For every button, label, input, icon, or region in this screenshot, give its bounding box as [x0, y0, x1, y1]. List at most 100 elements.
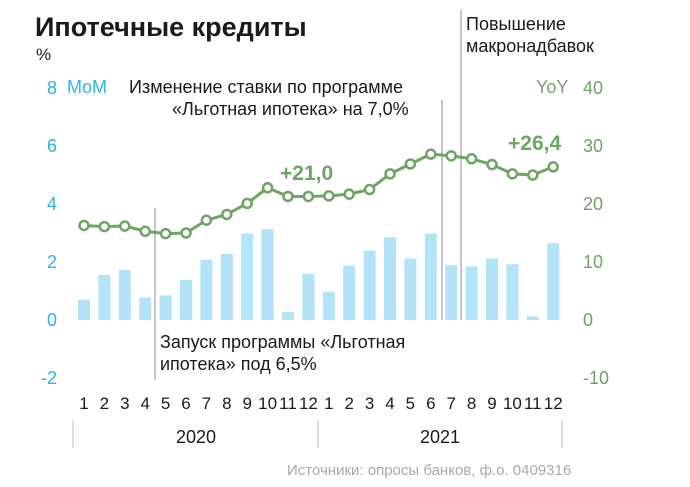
mom-bar	[261, 228, 274, 320]
left-tick-label: 0	[47, 310, 57, 330]
month-tick-label: 7	[202, 394, 211, 413]
mom-bar	[547, 243, 560, 320]
right-tick-label: 40	[583, 78, 603, 98]
month-tick-label: 12	[544, 394, 563, 413]
yoy-line	[78, 148, 559, 240]
month-tick-label: 9	[242, 394, 251, 413]
month-tick-label: 5	[161, 394, 170, 413]
mom-bar	[302, 273, 315, 320]
yoy-point	[527, 169, 539, 181]
mom-bar	[98, 275, 111, 320]
mom-bar	[78, 299, 90, 320]
month-tick-label: 10	[258, 394, 277, 413]
yoy-point	[384, 168, 396, 180]
yoy-point	[404, 158, 417, 170]
month-tick-label: 3	[120, 394, 129, 413]
right-tick-label: 10	[583, 252, 603, 272]
source-note: Источники: опросы банков, ф.о. 0409316	[287, 462, 571, 479]
mom-bar	[445, 264, 458, 320]
month-tick-label: 5	[406, 394, 415, 413]
yoy-point	[180, 227, 192, 239]
month-tick-labels: 1 2 3 4 5 6 7 8 9 10 11 12 1 2 3 4 5 6 7 8 9 10 11 12	[79, 394, 562, 413]
annotation-buffer-line1: Повышение	[466, 14, 566, 34]
mom-bar	[363, 250, 376, 320]
yoy-point	[200, 214, 213, 226]
annotation-launch-line1: Запуск программы «Льготная	[160, 332, 405, 352]
left-axis-ticks: 8 6 4 2 0 -2	[41, 78, 57, 388]
yoy-point	[98, 220, 111, 233]
month-tick-label: 6	[181, 394, 190, 413]
yoy-point	[139, 225, 151, 238]
year-label-2021: 2021	[420, 427, 460, 447]
yoy-point	[241, 197, 253, 210]
yoy-point	[221, 208, 233, 221]
month-tick-label: 4	[385, 394, 394, 413]
yoy-point	[282, 190, 294, 203]
yoy-point	[159, 227, 172, 240]
unit-label: %	[36, 45, 51, 64]
yoy-point	[445, 150, 457, 162]
yoy-point	[547, 161, 559, 173]
month-tick-label: 1	[324, 394, 333, 413]
yoy-point	[363, 183, 376, 196]
mom-bar	[506, 264, 519, 320]
right-tick-label: 20	[583, 194, 603, 214]
month-tick-label: 12	[299, 394, 318, 413]
mom-bar	[486, 258, 498, 320]
yoy-point	[465, 153, 478, 165]
yoy-point	[119, 220, 131, 232]
mom-axis-label: MoM	[67, 77, 107, 97]
mom-bar	[322, 291, 335, 320]
left-tick-label: 6	[47, 136, 57, 156]
month-tick-label: 11	[279, 394, 297, 413]
annotation-rate-change-line2: «Льготная ипотека» на 7,0%	[172, 99, 409, 119]
mom-bar	[424, 233, 437, 320]
mom-bar	[241, 233, 254, 320]
data-label-26-4: +26,4	[508, 132, 561, 155]
mom-bar	[404, 258, 417, 320]
month-tick-label: 11	[524, 394, 542, 413]
yoy-axis-label: YoY	[536, 77, 568, 97]
month-tick-label: 8	[222, 394, 231, 413]
right-tick-label: 0	[583, 310, 593, 330]
year-label-2020: 2020	[176, 427, 216, 447]
mom-bar	[118, 270, 131, 320]
yoy-point	[425, 148, 437, 160]
right-tick-label: -10	[583, 368, 609, 388]
month-tick-label: 4	[140, 394, 149, 413]
month-tick-label: 2	[344, 394, 353, 413]
yoy-point	[261, 182, 274, 194]
mom-bar	[159, 295, 172, 320]
month-tick-label: 10	[503, 394, 522, 413]
month-tick-label: 9	[487, 394, 496, 413]
yoy-point	[486, 158, 498, 171]
data-label-21: +21,0	[280, 162, 333, 185]
month-tick-label: 2	[100, 394, 109, 413]
yoy-point	[506, 168, 519, 180]
left-tick-label: -2	[41, 368, 57, 388]
mom-bar	[526, 316, 539, 320]
yoy-point	[78, 219, 90, 232]
mom-bar	[282, 311, 294, 320]
mom-bar	[180, 279, 192, 320]
mom-bar	[465, 266, 478, 320]
left-tick-label: 4	[47, 194, 57, 214]
annotation-buffer-line2: макронадбавок	[466, 36, 594, 56]
mom-bar	[220, 253, 233, 320]
left-tick-label: 2	[47, 252, 57, 272]
chart-title: Ипотечные кредиты	[35, 12, 307, 42]
month-tick-label: 6	[426, 394, 435, 413]
annotation-rate-change-line1: Изменение ставки по программе	[129, 77, 403, 97]
month-tick-label: 1	[79, 394, 88, 413]
month-tick-label: 8	[467, 394, 476, 413]
yoy-point	[343, 188, 355, 200]
mom-bar	[200, 259, 213, 320]
month-tick-label: 7	[446, 394, 455, 413]
mom-bar	[384, 237, 396, 320]
mom-bars	[78, 228, 560, 320]
mom-bar	[343, 265, 356, 320]
yoy-point	[302, 190, 315, 203]
annotation-launch-line2: ипотека» под 6,5%	[160, 354, 317, 374]
left-tick-label: 8	[47, 78, 57, 98]
